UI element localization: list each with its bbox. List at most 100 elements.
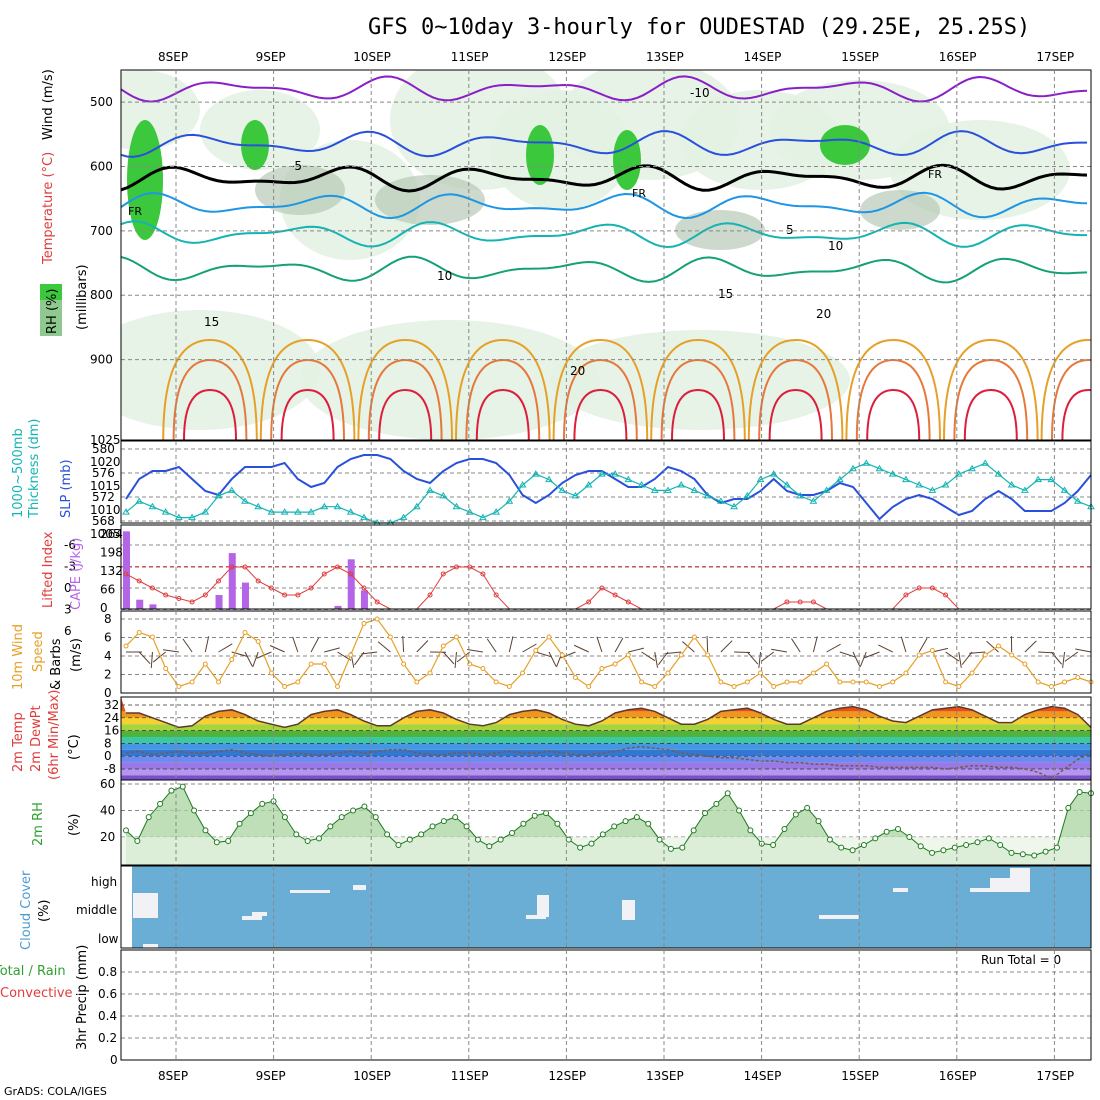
cloud-level-low: low [98, 932, 119, 946]
wind-speed-marker [295, 679, 301, 685]
wind-speed-marker [282, 684, 288, 689]
wind-speed-marker [533, 648, 539, 653]
thickness-marker [161, 508, 170, 515]
wind-speed-marker [995, 643, 1001, 649]
rh-marker [304, 837, 311, 844]
wind-barb [269, 645, 285, 653]
wind-speed-marker [242, 630, 248, 635]
thickness-marker [730, 502, 738, 510]
panel-frame-6 [120, 865, 1092, 949]
thickness-marker [174, 513, 183, 521]
wind-speed-marker [903, 670, 909, 676]
rh-marker [895, 826, 901, 833]
li-tick: 0 [64, 581, 72, 595]
thickness-slp-legend: 1000~500mb Thickness (dm) SLP (mb) [11, 419, 74, 519]
rh-tick: 60 [100, 777, 115, 791]
warm-isotherm-arch [357, 338, 453, 440]
temp-tick: -8 [104, 762, 116, 776]
wind-speed-marker [969, 670, 975, 676]
warm-isotherm-arch [650, 338, 746, 440]
wind-barb [1062, 651, 1066, 668]
rh-marker [452, 814, 459, 821]
dewpoint-line [125, 745, 1092, 780]
lifted-index-marker [599, 585, 605, 591]
rh-marker [906, 834, 913, 840]
rh-marker [406, 836, 413, 843]
wind-barb [252, 651, 259, 668]
thickness-marker [822, 486, 831, 493]
wind-barb [596, 636, 603, 653]
wind-barb [218, 643, 233, 653]
thickness-marker [280, 508, 289, 515]
warm-isotherm-arch [259, 338, 356, 440]
top-date-label: 9SEP [256, 50, 286, 64]
lifted-index-marker [361, 585, 367, 591]
thickness-marker [598, 470, 606, 477]
rh-marker [770, 841, 777, 848]
rh2m-legend-label: 2m RH [31, 802, 46, 846]
wind-speed-marker [744, 679, 750, 685]
thickness-marker [267, 508, 276, 515]
lifted-index-marker [202, 592, 208, 598]
thickness-marker [650, 486, 659, 493]
warm-isotherm-arch [671, 388, 725, 440]
thickness-marker [439, 491, 448, 499]
top-date-label: 14SEP [744, 50, 782, 64]
lifted-index-marker [321, 571, 327, 577]
rh-marker [350, 807, 357, 814]
thickness-marker [677, 481, 686, 488]
wind-speed-marker [546, 634, 552, 640]
rh-marker [440, 818, 447, 825]
wind-barb [1024, 640, 1037, 653]
lifted-index-legend-label: Lifted Index [41, 531, 56, 608]
wind-barb [456, 651, 471, 663]
freezing-label: FR [632, 187, 646, 200]
contour-label: 20 [570, 364, 585, 378]
temp-tick: 32 [104, 698, 119, 712]
thickness-marker [518, 481, 527, 488]
rh-marker [463, 823, 470, 830]
wind-barb [361, 651, 378, 655]
warm-isotherm-arch [963, 388, 1018, 440]
wind-speed-marker [943, 679, 949, 685]
warm-isotherm-arch [270, 358, 345, 440]
thickness-marker [1021, 486, 1029, 493]
rh-marker [656, 836, 663, 843]
rh-marker [974, 839, 981, 846]
rh-marker [1031, 852, 1038, 859]
rh-marker [872, 835, 879, 842]
lifted-index-marker [176, 596, 182, 601]
rh2m-legend: 2m RH (%) [31, 802, 82, 846]
wind-barb [522, 643, 537, 653]
rh-marker [486, 843, 493, 850]
bottom-date-label: 9SEP [256, 1069, 286, 1083]
wind-speed-marker [229, 657, 235, 662]
wind10m-legend-label: 10m Wind [11, 624, 26, 690]
lifted-index-marker [295, 592, 301, 598]
wind-barb [720, 640, 733, 653]
thickness-marker [346, 508, 355, 515]
rh-marker [963, 841, 970, 848]
wind-speed-marker [268, 670, 274, 676]
temp2m-legend-label: 2m Temp [11, 712, 26, 772]
isotherms [121, 75, 1091, 440]
cape-li-panel: 264 198 132 66 0 -6 -3 0 3 6 [64, 527, 1091, 638]
thickness-marker [148, 502, 157, 510]
rh-marker [702, 810, 708, 817]
wind-barb [958, 651, 962, 668]
temperature-line [126, 705, 1092, 729]
slp-legend-label: SLP (mb) [59, 459, 74, 518]
wind-speed-marker [678, 652, 684, 658]
rh-marker [191, 807, 198, 814]
slp-tick: 1020 [90, 455, 121, 469]
wind-barb [573, 644, 589, 653]
rh-marker [202, 827, 209, 834]
temp2m-legend: 2m Temp 2m DewPt (6hr Min/Max) (°C) [11, 690, 82, 780]
wind-speed-marker [863, 679, 869, 685]
temp2m-units-label: (°C) [67, 734, 82, 760]
cape-bar [136, 599, 144, 609]
thickness-marker [584, 481, 593, 488]
wind-speed-marker [718, 679, 724, 685]
wind-speed-marker [559, 652, 565, 658]
rh-tick: 40 [100, 804, 115, 818]
